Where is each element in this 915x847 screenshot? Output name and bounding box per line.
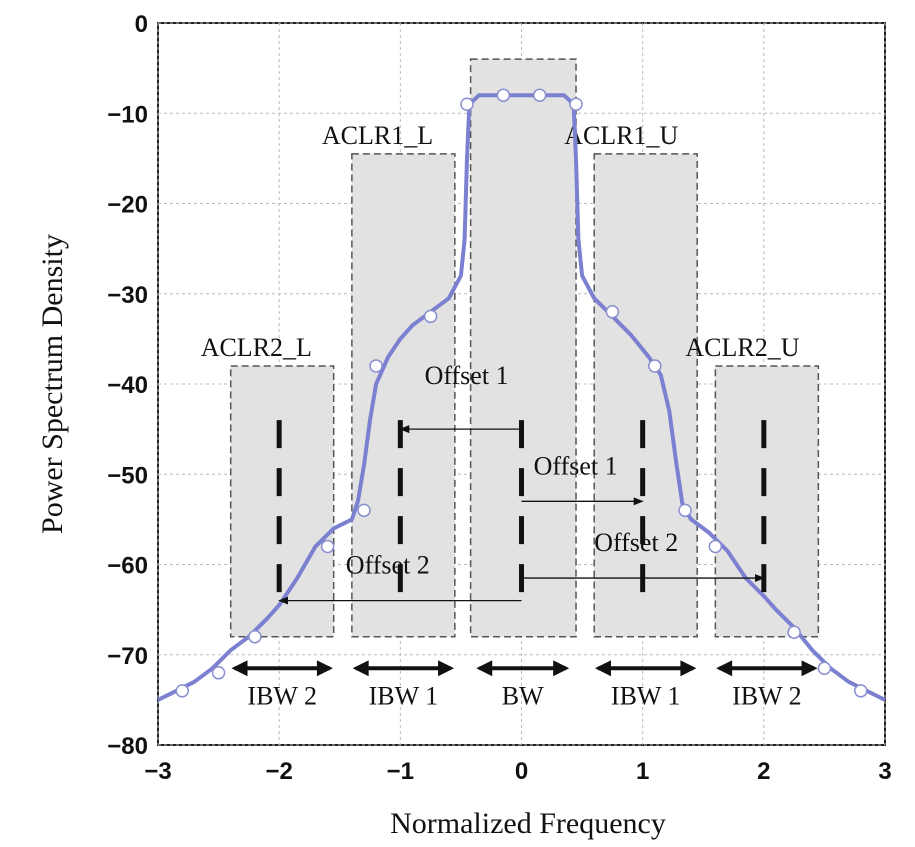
y-tick-label: −50: [107, 462, 148, 489]
curve-marker: [248, 629, 262, 644]
curve-marker: [648, 359, 662, 373]
curve-marker: [532, 88, 547, 102]
curve-marker: [175, 684, 189, 698]
bandwidth-label: IBW 2: [732, 681, 802, 710]
x-axis-title: Normalized Frequency: [390, 807, 666, 840]
x-tick-label: −3: [144, 758, 171, 785]
y-tick-label: −40: [107, 372, 148, 399]
offset-label: Offset 1: [425, 361, 509, 390]
psd-curve: [157, 88, 886, 702]
region-label: ACLR2_L: [201, 333, 312, 362]
curve-marker: [678, 503, 692, 518]
curve-marker: [369, 359, 383, 373]
x-tick-label: 3: [878, 758, 891, 785]
y-tick-label: −80: [107, 733, 148, 760]
y-tick-label: −60: [107, 553, 148, 580]
x-tick-label: −1: [387, 758, 414, 785]
y-tick-label: −30: [107, 282, 148, 309]
region-label: ACLR1_L: [322, 121, 433, 150]
bandwidth-label: IBW 1: [611, 681, 681, 710]
band-region: [593, 153, 698, 638]
region-label: ACLR2_U: [685, 333, 799, 362]
y-tick-label: −20: [107, 192, 148, 219]
offset-label: Offset 1: [534, 451, 618, 480]
curve-marker: [496, 88, 511, 102]
region-label: ACLR1_U: [564, 121, 678, 150]
y-tick-label: −70: [107, 643, 148, 670]
curve-marker: [423, 309, 438, 324]
curve-marker: [817, 661, 832, 676]
curve-marker: [605, 305, 620, 319]
y-axis-title: Power Spectrum Density: [36, 234, 69, 534]
bandwidth-label: IBW 1: [369, 681, 439, 710]
curve-marker: [211, 666, 226, 680]
x-tick-label: 2: [757, 758, 770, 785]
tick-labels: −3 −2 −1 0 1 2 30−10−20−30−40−50−60−70−80: [107, 11, 891, 785]
x-tick-label: 0: [515, 758, 528, 785]
offset-label: Offset 2: [594, 528, 678, 557]
bandwidth-arrows: IBW 2 IBW 1 BW IBW 1 IBW 2: [231, 660, 818, 710]
y-tick-label: −10: [107, 101, 148, 128]
curve-marker: [460, 97, 474, 111]
y-tick-label: 0: [135, 11, 148, 38]
bandwidth-label: IBW 2: [247, 681, 317, 710]
psd-line: [157, 93, 886, 702]
curve-marker: [787, 625, 801, 639]
offset-label: Offset 2: [346, 551, 430, 580]
x-tick-label: 1: [636, 758, 649, 785]
bandwidth-label: BW: [502, 681, 544, 710]
band-region: [229, 365, 335, 638]
curve-marker: [320, 539, 335, 554]
x-tick-label: −2: [265, 758, 292, 785]
curve-marker: [569, 97, 583, 111]
offset-arrows: Offset 1 Offset 1 Offset 2 Offset 2: [278, 361, 765, 605]
band-region: [714, 365, 820, 638]
curve-marker: [708, 539, 723, 554]
band-region: [469, 58, 577, 638]
curve-marker: [854, 684, 868, 698]
curve-marker: [357, 503, 371, 518]
band-region: [351, 153, 456, 638]
